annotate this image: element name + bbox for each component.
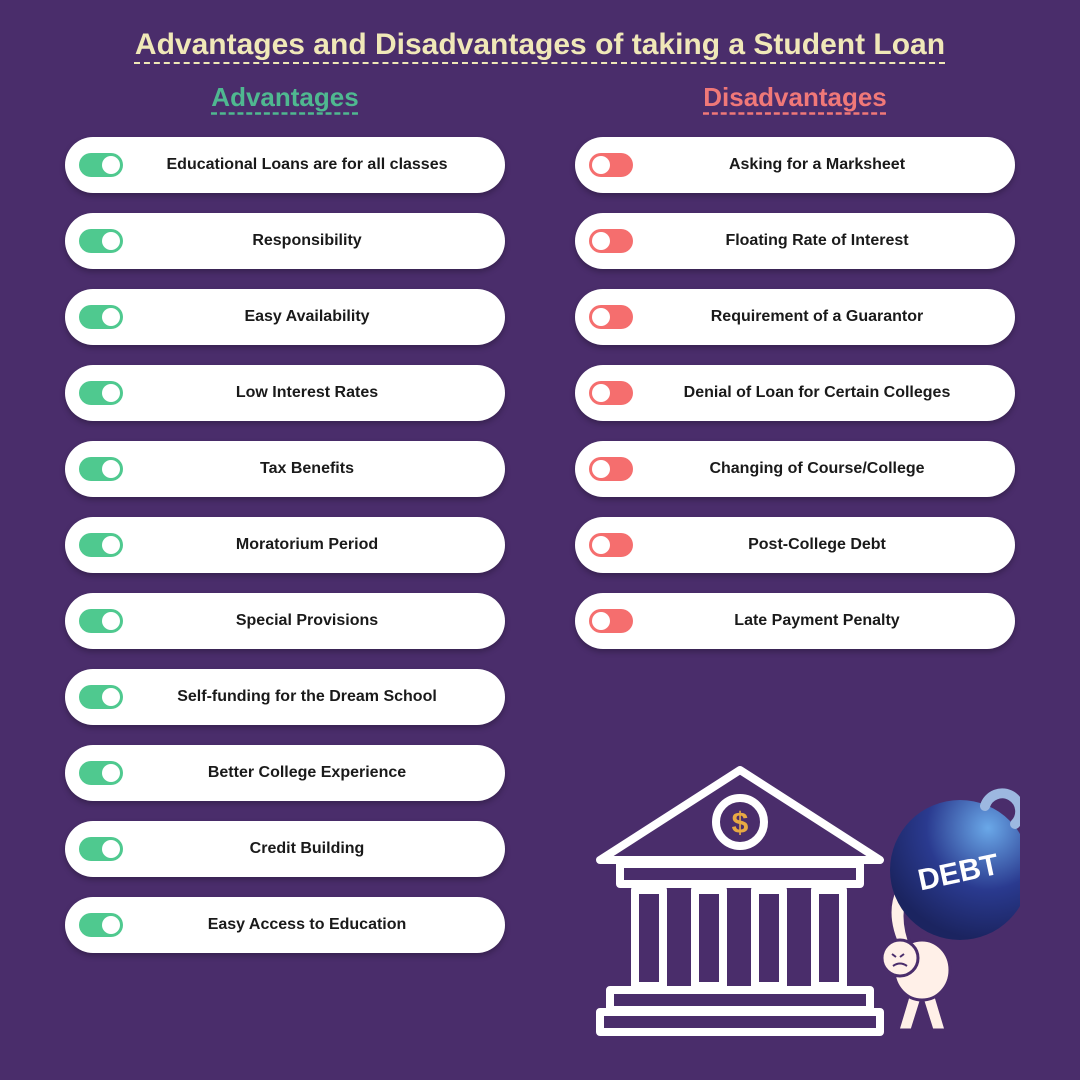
advantages-column: Advantages Educational Loans are for all… <box>65 82 505 953</box>
list-item-label: Better College Experience <box>123 764 491 782</box>
list-item-label: Easy Access to Education <box>123 916 491 934</box>
toggle-icon[interactable] <box>589 229 633 253</box>
list-item-label: Low Interest Rates <box>123 384 491 402</box>
list-item-label: Easy Availability <box>123 308 491 326</box>
list-item-label: Responsibility <box>123 232 491 250</box>
toggle-icon[interactable] <box>79 913 123 937</box>
list-item: Asking for a Marksheet <box>575 137 1015 193</box>
list-item: Floating Rate of Interest <box>575 213 1015 269</box>
disadvantages-list: Asking for a Marksheet Floating Rate of I… <box>575 137 1015 649</box>
debt-figure-icon: DEBT <box>882 793 1020 1030</box>
list-item: Better College Experience <box>65 745 505 801</box>
list-item-label: Special Provisions <box>123 612 491 630</box>
advantages-heading: Advantages <box>65 82 505 113</box>
list-item: Denial of Loan for Certain Colleges <box>575 365 1015 421</box>
toggle-icon[interactable] <box>589 457 633 481</box>
list-item-label: Tax Benefits <box>123 460 491 478</box>
illustration: $ <box>580 730 1020 1050</box>
toggle-icon[interactable] <box>589 381 633 405</box>
list-item: Low Interest Rates <box>65 365 505 421</box>
toggle-icon[interactable] <box>79 457 123 481</box>
list-item-label: Educational Loans are for all classes <box>123 156 491 174</box>
toggle-icon[interactable] <box>79 609 123 633</box>
toggle-icon[interactable] <box>79 837 123 861</box>
disadvantages-heading: Disadvantages <box>575 82 1015 113</box>
list-item-label: Post-College Debt <box>633 536 1001 554</box>
toggle-icon[interactable] <box>589 533 633 557</box>
list-item: Post-College Debt <box>575 517 1015 573</box>
list-item-label: Credit Building <box>123 840 491 858</box>
toggle-icon[interactable] <box>79 305 123 329</box>
page-title: Advantages and Disadvantages of taking a… <box>0 0 1080 62</box>
toggle-icon[interactable] <box>79 381 123 405</box>
list-item: Late Payment Penalty <box>575 593 1015 649</box>
list-item: Easy Access to Education <box>65 897 505 953</box>
list-item-label: Changing of Course/College <box>633 460 1001 478</box>
list-item: Educational Loans are for all classes <box>65 137 505 193</box>
list-item-label: Denial of Loan for Certain Colleges <box>633 384 1001 402</box>
toggle-icon[interactable] <box>79 761 123 785</box>
list-item: Requirement of a Guarantor <box>575 289 1015 345</box>
list-item: Credit Building <box>65 821 505 877</box>
list-item-label: Moratorium Period <box>123 536 491 554</box>
list-item-label: Self-funding for the Dream School <box>123 688 491 706</box>
toggle-icon[interactable] <box>589 153 633 177</box>
advantages-list: Educational Loans are for all classes Res… <box>65 137 505 953</box>
list-item-label: Asking for a Marksheet <box>633 156 1001 174</box>
toggle-icon[interactable] <box>79 533 123 557</box>
list-item: Easy Availability <box>65 289 505 345</box>
dollar-icon: $ <box>732 807 749 840</box>
toggle-icon[interactable] <box>79 153 123 177</box>
list-item: Changing of Course/College <box>575 441 1015 497</box>
toggle-icon[interactable] <box>589 305 633 329</box>
list-item-label: Requirement of a Guarantor <box>633 308 1001 326</box>
list-item: Moratorium Period <box>65 517 505 573</box>
list-item: Self-funding for the Dream School <box>65 669 505 725</box>
toggle-icon[interactable] <box>589 609 633 633</box>
list-item-label: Floating Rate of Interest <box>633 232 1001 250</box>
list-item-label: Late Payment Penalty <box>633 612 1001 630</box>
list-item: Responsibility <box>65 213 505 269</box>
toggle-icon[interactable] <box>79 229 123 253</box>
list-item: Special Provisions <box>65 593 505 649</box>
list-item: Tax Benefits <box>65 441 505 497</box>
toggle-icon[interactable] <box>79 685 123 709</box>
